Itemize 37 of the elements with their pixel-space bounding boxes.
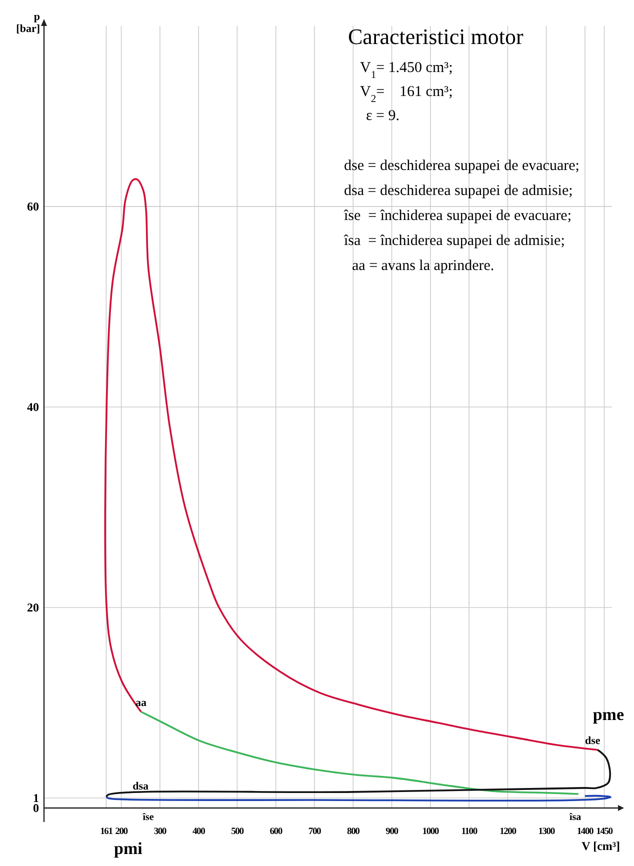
annotation: îse	[142, 812, 154, 823]
y-tick-label: 40	[27, 400, 39, 414]
x-tick-label: 700	[308, 827, 322, 837]
line-series	[106, 748, 611, 798]
annotation: ε = 9.	[366, 108, 400, 124]
x-tick-label: 161	[100, 827, 114, 837]
x-tick-label: 500	[231, 827, 244, 837]
x-tick-label: 900	[386, 827, 399, 837]
y-tick-label: 60	[27, 199, 39, 214]
y-tick-label: 20	[27, 600, 39, 614]
y-axis-title: p [bar]	[16, 11, 40, 35]
annotation: dse = deschiderea supapei de evacuare;	[344, 158, 580, 174]
annotation: dsa = deschiderea supapei de admisie;	[344, 183, 573, 199]
x-tick-label: 600	[270, 827, 283, 837]
annotation: pme	[592, 705, 624, 724]
annotation: aa	[135, 696, 147, 709]
x-tick-label: 1100	[461, 827, 478, 837]
x-tick-label: 800	[347, 827, 360, 837]
annotation: dsa	[132, 780, 150, 792]
x-tick-label: 1400	[576, 827, 594, 837]
text: pmi	[114, 839, 143, 858]
x-axis-title: V [cm³]	[582, 839, 620, 853]
annotation: aa = avans la aprindere.	[352, 258, 494, 274]
x-tick-label: 1200	[500, 827, 517, 837]
annotation: dse	[585, 734, 600, 747]
x-tick-label: 1000	[422, 827, 440, 837]
x-tick-label: 400	[192, 827, 206, 837]
chart-title: Caracteristici motor	[348, 24, 524, 49]
x-tick-label: 1300	[538, 827, 556, 837]
annotation: îse = închiderea supapei de evacuare;	[343, 208, 572, 224]
x-tick-label: 1450	[596, 827, 614, 837]
annotation: îsa	[568, 812, 582, 823]
annotation: îsa = închiderea supapei de admisie;	[343, 233, 565, 249]
annotation: V$_{2}$= 161 cm³;	[360, 84, 453, 104]
annotation: V$_{1}$= 1.450 cm³;	[360, 60, 453, 80]
x-tick-label: 200	[115, 827, 128, 837]
x-tick-label: 300	[154, 827, 167, 837]
